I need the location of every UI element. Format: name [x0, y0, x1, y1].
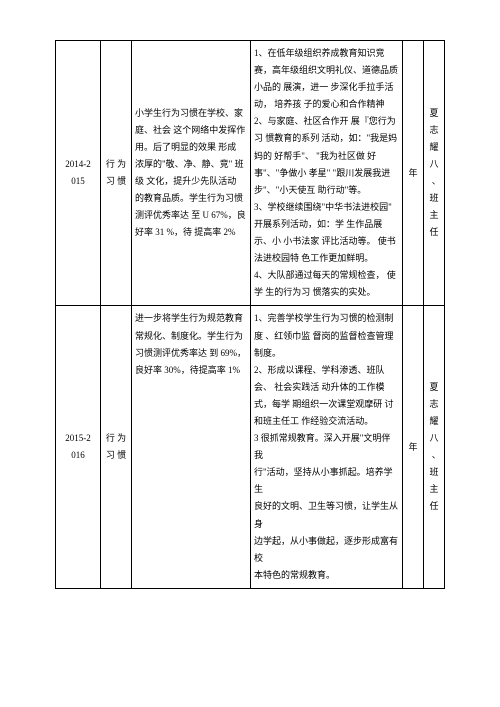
- cell-year2: 年: [403, 306, 424, 589]
- cell-right-content: 1、完善学校学生行为习惯的检测制度 、红领巾监 督岗的监督检查管理制度。2、形成…: [251, 306, 403, 589]
- owner-text: 夏 志 耀 八 、 班 主 任: [429, 382, 445, 512]
- category-text: 行 为 习 惯: [106, 159, 126, 186]
- year2-text: 年: [408, 442, 417, 452]
- left-text: 小学生行为习惯在学校、家 庭、社会 这个网络中发挥作用。后了明显的效果 形成 浓…: [135, 108, 246, 238]
- right-text: 1、在低年级组织养成教育知识竞赛，高年级组织文明礼仪、道德品质小品的 展演，进一…: [254, 48, 398, 297]
- cell-owner: 夏 志 耀 八 、 班 主 任: [424, 41, 445, 306]
- right-text: 1、完善学校学生行为习惯的检测制度 、红领巾监 督岗的监督检查管理制度。2、形成…: [254, 313, 398, 579]
- cell-category: 行 为 习 惯: [101, 41, 132, 306]
- cell-year: 2014-2015: [56, 41, 101, 306]
- cell-category: 行 为 习 惯: [101, 306, 132, 589]
- year-text: 2014-2015: [65, 159, 91, 186]
- year2-text: 年: [408, 168, 417, 178]
- owner-text: 夏 志 耀 八 、 班 主 任: [429, 108, 445, 238]
- main-table: 2014-2015 行 为 习 惯 小学生行为习惯在学校、家 庭、社会 这个网络…: [55, 40, 445, 589]
- cell-owner: 夏 志 耀 八 、 班 主 任: [424, 306, 445, 589]
- left-text: 进一步将学生行为规范教育 常规化、制度化。学生行为 习惯测评优秀率达 到 69%…: [135, 313, 246, 374]
- cell-left-content: 小学生行为习惯在学校、家 庭、社会 这个网络中发挥作用。后了明显的效果 形成 浓…: [132, 41, 251, 306]
- table-row: 2014-2015 行 为 习 惯 小学生行为习惯在学校、家 庭、社会 这个网络…: [56, 41, 445, 306]
- cell-year: 2015-2016: [56, 306, 101, 589]
- cell-right-content: 1、在低年级组织养成教育知识竞赛，高年级组织文明礼仪、道德品质小品的 展演，进一…: [251, 41, 403, 306]
- cell-left-content: 进一步将学生行为规范教育 常规化、制度化。学生行为 习惯测评优秀率达 到 69%…: [132, 306, 251, 589]
- year-text: 2015-2016: [65, 433, 91, 460]
- cell-year2: 年: [403, 41, 424, 306]
- category-text: 行 为 习 惯: [106, 433, 126, 460]
- table-row: 2015-2016 行 为 习 惯 进一步将学生行为规范教育 常规化、制度化。学…: [56, 306, 445, 589]
